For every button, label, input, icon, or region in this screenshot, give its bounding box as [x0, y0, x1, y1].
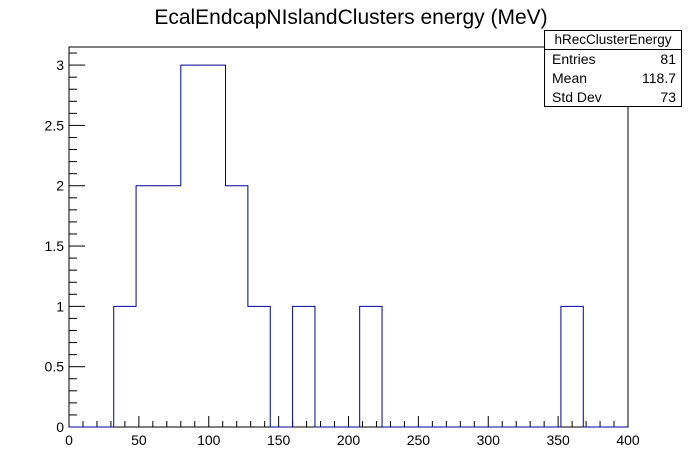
stats-label: Std Dev	[552, 89, 602, 105]
x-tick-label: 350	[546, 432, 570, 448]
x-tick-label: 200	[337, 432, 361, 448]
stats-row-stddev: Std Dev 73	[545, 88, 681, 107]
stats-label: Entries	[552, 51, 596, 67]
y-tick-label: 1.5	[45, 238, 65, 254]
axis-ticks	[68, 52, 629, 428]
x-tick-labels: 0 50 100 150 200 250 300 350 400	[65, 432, 640, 448]
y-tick-label: 0	[56, 419, 64, 435]
x-tick-label: 0	[65, 432, 73, 448]
x-tick-label: 100	[197, 432, 221, 448]
stats-row-mean: Mean 118.7	[545, 69, 681, 88]
stats-value: 73	[660, 89, 676, 105]
stats-label: Mean	[552, 70, 588, 86]
stats-value: 118.7	[642, 70, 676, 86]
y-tick-label: 2	[56, 178, 64, 194]
x-tick-label: 150	[267, 432, 291, 448]
histogram-series-line	[69, 64, 628, 428]
stats-title: hRecClusterEnergy	[545, 31, 681, 50]
y-tick-label: 1	[56, 298, 64, 314]
chart-title: EcalEndcapNIslandClusters energy (MeV)	[154, 6, 547, 29]
stats-row-entries: Entries 81	[545, 50, 681, 69]
y-tick-label: 3	[56, 57, 64, 73]
x-tick-label: 50	[131, 432, 147, 448]
stats-value: 81	[660, 51, 676, 67]
y-tick-label: 0.5	[45, 359, 65, 375]
x-tick-label: 400	[616, 432, 640, 448]
y-tick-labels: 0 0.5 1 1.5 2 2.5 3	[45, 57, 65, 435]
x-tick-label: 300	[477, 432, 501, 448]
y-tick-label: 2.5	[45, 117, 65, 133]
stats-box: hRecClusterEnergy Entries 81 Mean 118.7 …	[544, 30, 682, 107]
x-tick-label: 250	[407, 432, 431, 448]
